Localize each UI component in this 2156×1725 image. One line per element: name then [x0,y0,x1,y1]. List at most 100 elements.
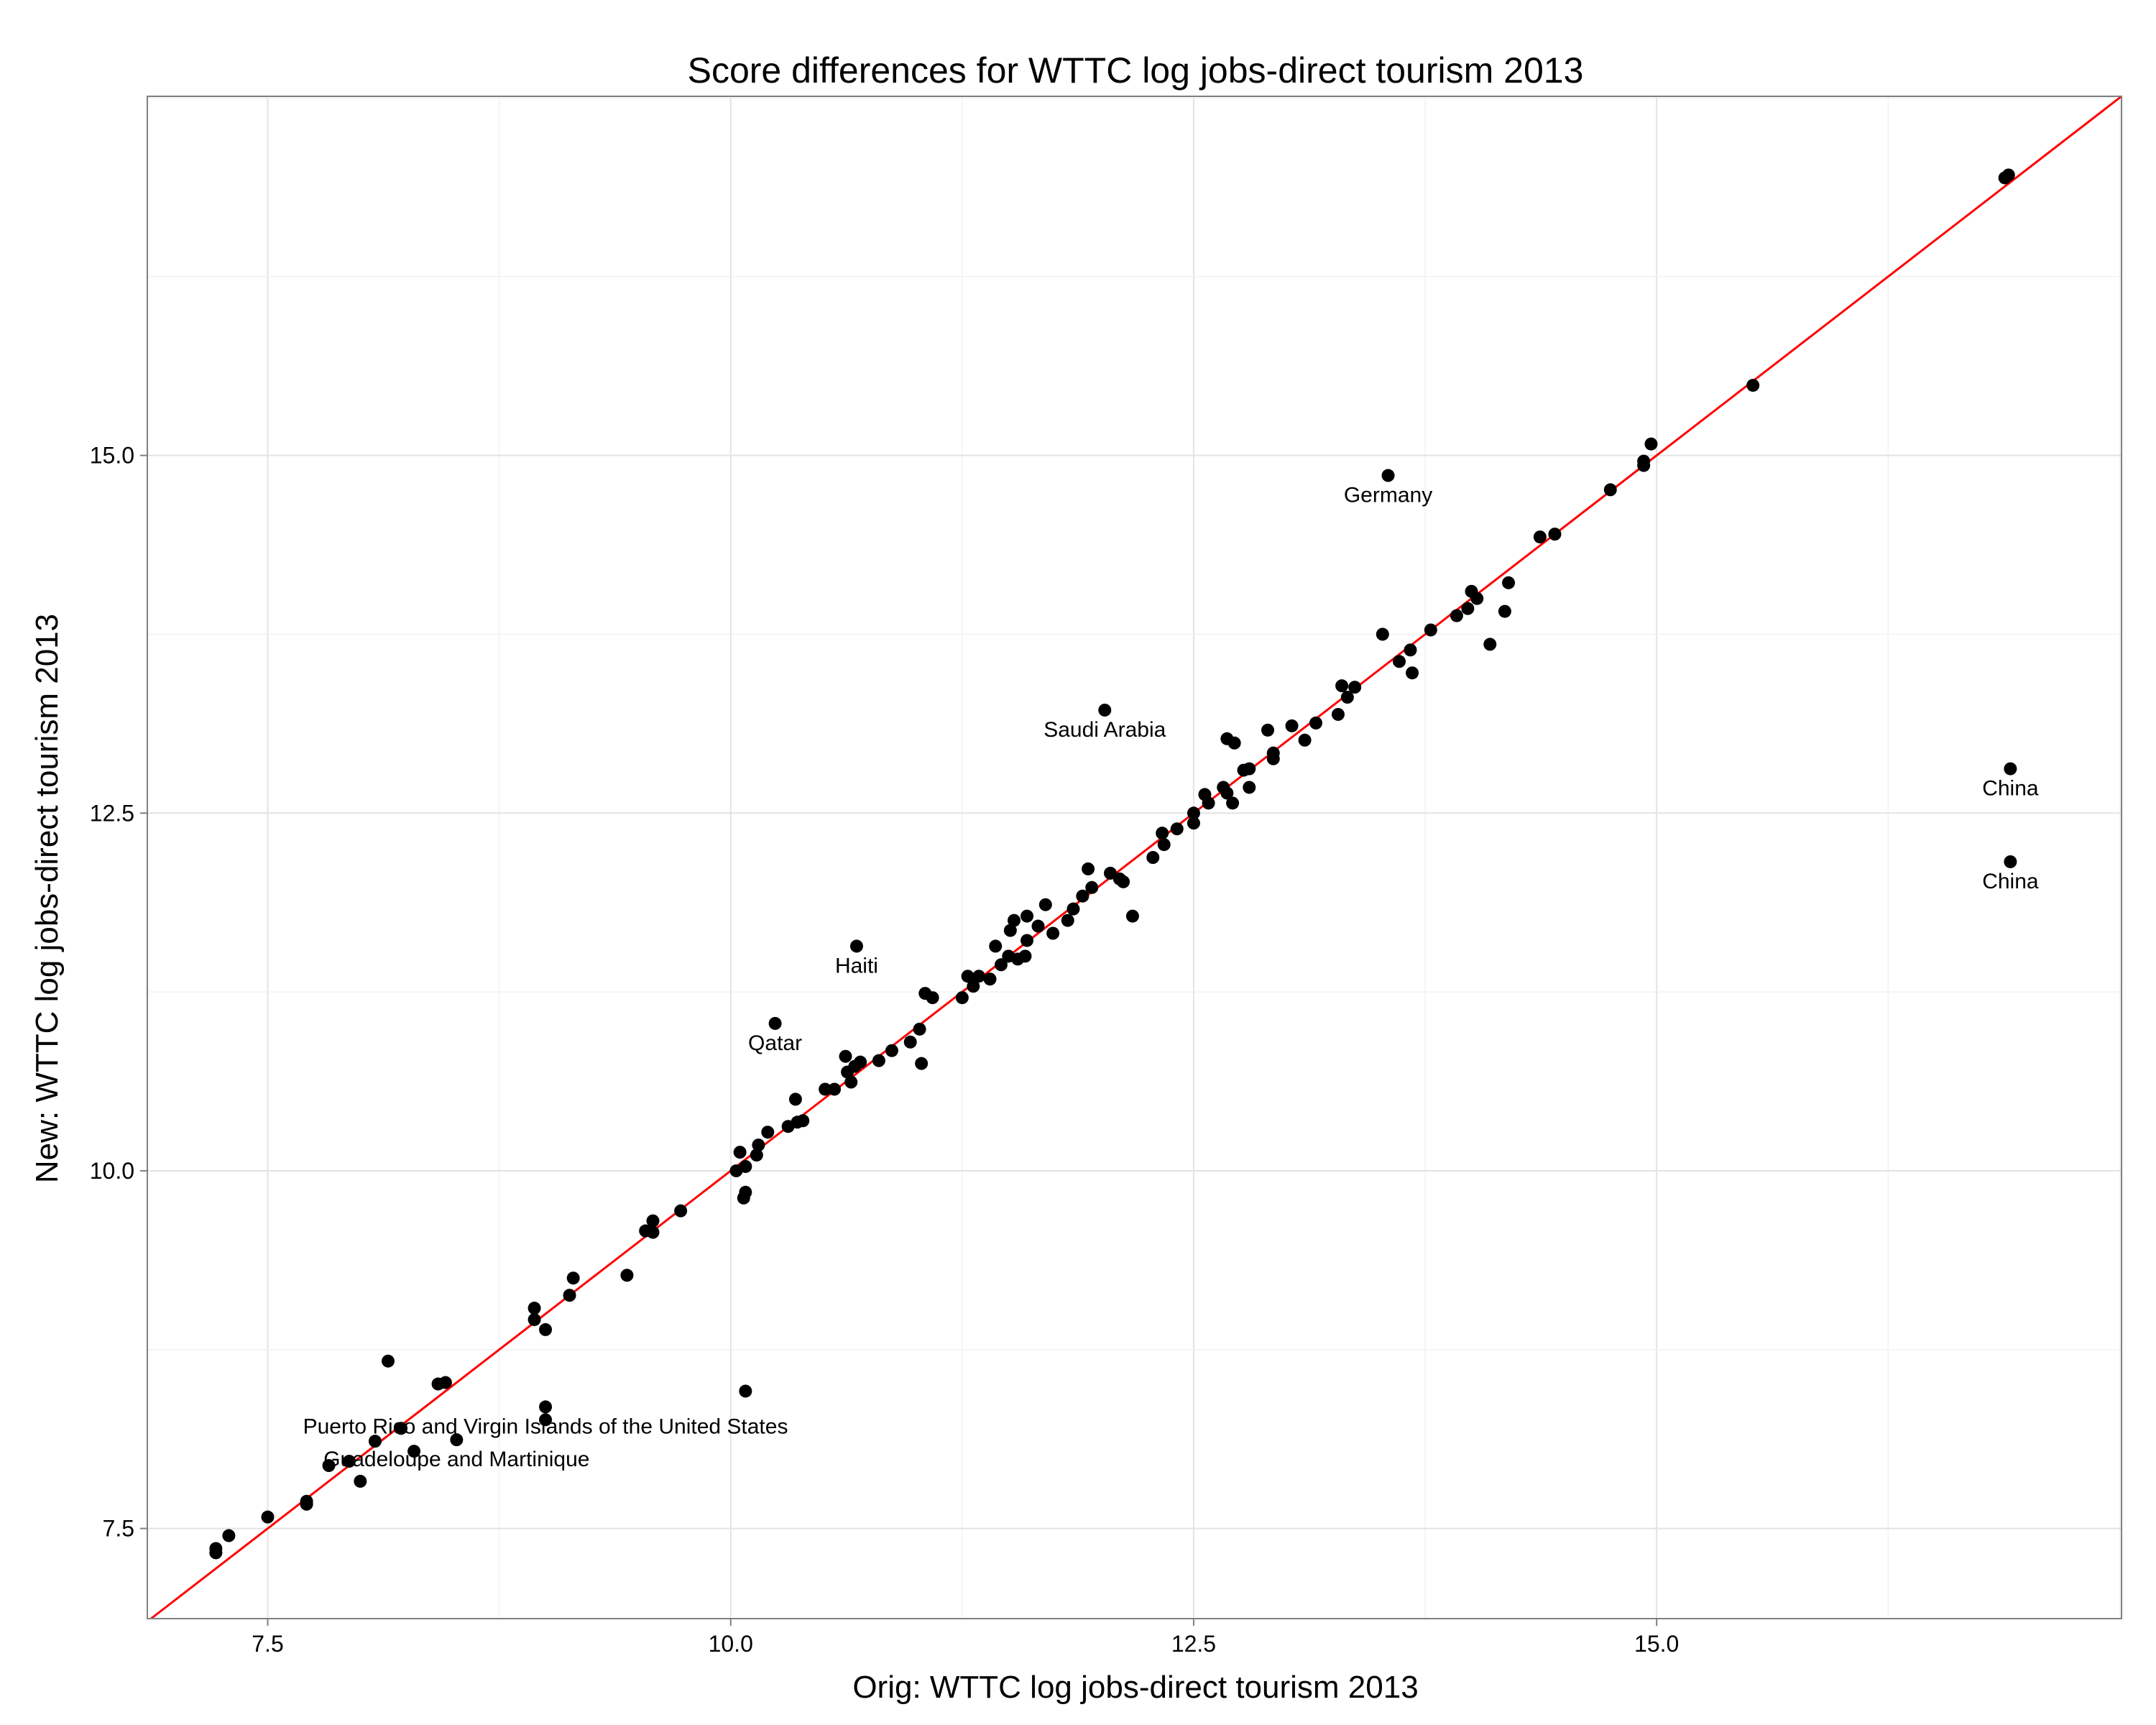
data-point [539,1322,553,1336]
data-point [1220,786,1234,800]
y-tick-label: 7.5 [103,1516,134,1542]
data-point [646,1225,660,1239]
data-point [1021,934,1034,947]
data-point [1170,822,1184,836]
data-point [989,939,1003,953]
data-point [1018,949,1032,963]
data-point [885,1044,898,1057]
data-point [1470,592,1484,605]
data-point [1340,691,1354,704]
data-point [563,1289,576,1302]
y-tick-label: 12.5 [90,800,134,826]
data-point [1298,733,1312,747]
data-point [1406,666,1419,680]
data-points [209,168,2017,1560]
data-point [1187,806,1200,820]
data-point [1046,926,1060,940]
data-point [972,970,986,983]
data-point [1746,379,1760,392]
data-point [967,980,980,993]
data-point [1285,719,1299,732]
data-point [1644,437,1658,451]
point-label: Germany [1344,484,1432,507]
data-point [620,1269,634,1282]
data-point [2001,168,2015,182]
grid-lines [147,96,2122,1619]
data-point [1483,638,1497,651]
data-point [828,1082,842,1096]
data-point [1376,627,1389,641]
data-point [1226,796,1240,810]
data-point [1243,781,1256,794]
data-point [566,1271,580,1285]
plot-panel-border [147,96,2122,1619]
data-point [1498,604,1511,618]
data-point [1187,816,1200,830]
data-point [1082,862,1095,875]
data-point [1104,866,1117,880]
data-point [1603,483,1617,497]
data-point [1266,746,1280,760]
data-point [1637,459,1651,472]
data-point [407,1445,421,1458]
data-point [1331,707,1345,721]
y-tick-label: 10.0 [90,1158,134,1184]
data-point [872,1054,885,1067]
data-point [2004,855,2017,868]
data-point [1003,924,1017,937]
point-label: Puerto Rico and Virgin Islands of the Un… [303,1414,788,1438]
data-point [839,1049,852,1063]
data-point [1404,643,1417,657]
data-point [261,1510,275,1524]
data-point [844,1075,858,1089]
x-tick-label: 12.5 [1171,1631,1216,1657]
x-tick-label: 7.5 [252,1631,283,1657]
data-point [737,1191,750,1205]
point-label: China [1982,870,2039,893]
data-point [382,1354,395,1368]
x-axis-title: Orig: WTTC log jobs-direct tourism 2013 [852,1670,1418,1705]
data-point [1098,703,1112,717]
data-point [1146,851,1160,864]
data-point [2004,762,2017,776]
data-point [788,1092,802,1106]
reference-line-group [150,95,2122,1620]
data-point [1227,736,1241,750]
data-point [300,1494,313,1508]
data-point [926,991,939,1005]
data-point [1202,796,1215,810]
data-point [1533,530,1547,544]
data-point [1461,602,1475,615]
axis-ticks: 7.5 10.0 12.5 15.0 7.5 10.0 12.5 15.0 [90,443,1680,1657]
identity-reference-line [150,95,2122,1620]
data-point [1261,723,1275,737]
data-point [1031,919,1045,933]
data-point [1085,880,1099,894]
chart-title: Score differences for WTTC log jobs-dire… [688,50,1584,91]
data-point [1348,681,1362,694]
data-point [768,1016,782,1030]
data-point [796,1114,810,1128]
data-point [1309,716,1323,730]
data-point [222,1529,236,1542]
data-point [854,1055,867,1069]
y-tick-label: 15.0 [90,443,134,469]
data-point [750,1149,763,1162]
data-point [903,1035,917,1049]
data-point [1548,528,1562,541]
data-point [1157,838,1171,852]
data-point [368,1435,382,1448]
data-point [438,1376,452,1389]
data-point [1067,902,1080,916]
y-axis-title: New: WTTC log jobs-direct tourism 2013 [29,614,65,1183]
data-point [528,1302,541,1315]
data-point [1061,914,1074,927]
data-point [913,1022,926,1036]
x-tick-label: 15.0 [1634,1631,1679,1657]
data-point [450,1433,464,1447]
data-point [539,1400,553,1414]
data-point [961,970,975,983]
data-point [739,1384,752,1398]
data-point [354,1474,367,1488]
